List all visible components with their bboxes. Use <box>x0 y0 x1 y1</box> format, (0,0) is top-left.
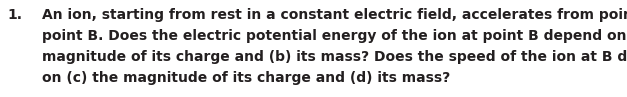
Text: 1.: 1. <box>7 8 22 22</box>
Text: An ion, starting from rest in a constant electric field, accelerates from point : An ion, starting from rest in a constant… <box>42 8 627 22</box>
Text: point B. Does the electric potential energy of the ion at point B depend on (a) : point B. Does the electric potential ene… <box>42 29 627 43</box>
Text: on (c) the magnitude of its charge and (d) its mass?: on (c) the magnitude of its charge and (… <box>42 71 450 85</box>
Text: magnitude of its charge and (b) its mass? Does the speed of the ion at B depend: magnitude of its charge and (b) its mass… <box>42 50 627 64</box>
